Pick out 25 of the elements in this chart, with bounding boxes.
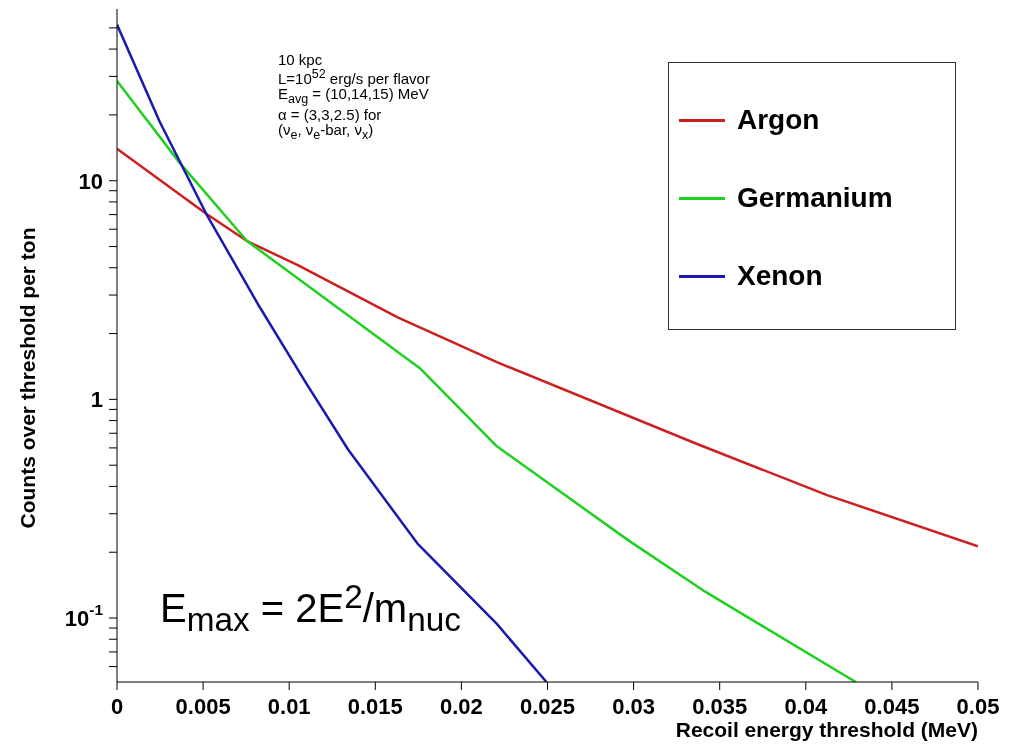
x-tick-label: 0.005: [175, 693, 231, 719]
annotation: α = (3,3,2.5) for: [278, 106, 383, 123]
x-axis-title: Recoil energy threshold (MeV): [675, 718, 978, 742]
x-tick-label: 0.045: [864, 693, 920, 719]
x-tick-label: 0.04: [784, 693, 828, 719]
x-tick-label: 0.01: [267, 693, 311, 719]
line-series: [117, 23, 548, 682]
x-tick-label: 0: [110, 693, 124, 719]
x-tick-label: 0.015: [347, 693, 403, 719]
legend-label: Argon: [737, 104, 820, 136]
annotation: L=10$^{52}$ erg/s per flavor: [278, 67, 430, 87]
annotation: 10 kpc: [278, 51, 323, 68]
x-tick-label: 0.035: [692, 693, 748, 719]
y-tick-label: 1: [90, 386, 103, 412]
legend-label: Xenon: [737, 260, 823, 292]
x-tick-label: 0.03: [612, 693, 656, 719]
y-tick-label: 10$^{-1}$: [64, 601, 104, 631]
line-series: [117, 147, 978, 548]
x-tick-label: 0.025: [519, 693, 576, 719]
y-tick-label: 10: [78, 168, 103, 194]
x-tick-label: 0.05: [956, 693, 1000, 719]
legend-label: Germanium: [737, 182, 893, 214]
x-tick-label: 0.02: [439, 693, 483, 719]
y-axis-title: Counts over threshold per ton: [16, 227, 40, 529]
annotation: E$_{max}$ = 2E$^{2}$/m$_{nuc}$: [160, 578, 461, 640]
